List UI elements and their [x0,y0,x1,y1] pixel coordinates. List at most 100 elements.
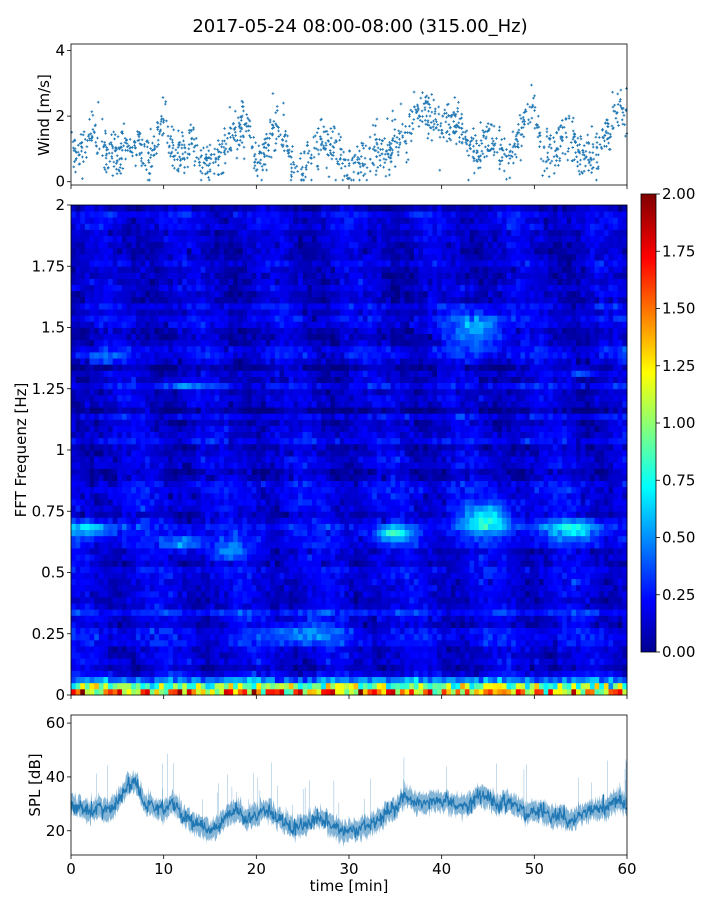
spectrogram-cell [381,652,387,659]
spectrogram-cell [126,541,132,549]
spectrogram-cell [126,548,132,555]
wind-point [98,147,101,151]
spectrogram-cell [474,688,480,696]
spectrogram-cell [548,529,554,537]
spectrogram-cell [534,646,540,653]
spectrogram-cell [223,676,229,684]
spectrogram-cell [441,578,447,586]
wind-point [539,157,543,161]
spectrogram-cell [168,511,174,518]
wind-point [329,136,333,140]
spectrogram-cell [117,646,123,653]
spectrogram-cell [353,609,359,616]
spectrogram-cell [223,603,229,610]
spectrogram-cell [71,584,77,592]
spectrogram-cell [344,639,350,647]
spectrogram-cell [284,658,290,665]
spectrogram-cell [381,548,387,555]
spectrogram-cell [534,615,540,622]
spectrogram-cell [423,609,429,616]
spectrogram-cell [237,639,243,647]
spectrogram-cell [159,688,165,696]
spectrogram-cell [450,517,456,524]
spectrogram-cell [140,652,146,659]
spectrogram-cell [515,627,521,635]
spectrogram-cell [117,682,123,690]
spectrogram-cell [325,590,331,598]
spectrogram-cell [409,523,415,531]
spectrogram-cell [288,517,294,524]
wind-point [159,120,163,123]
wind-point [429,121,433,124]
spectrogram-cell [210,633,216,641]
spectrogram-cell [242,517,248,524]
spectrogram-cell [117,597,123,604]
wind-point [260,165,264,168]
spectrogram-cell [154,646,160,653]
spectrogram-cell [256,609,262,616]
spectrogram-cell [228,548,234,555]
spectrogram-cell [399,658,405,665]
spectrogram-cell [511,682,517,690]
wind-point [487,144,490,148]
spectrogram-cell [108,578,114,586]
spectrogram-cell [404,529,410,537]
wind-point [550,146,553,150]
spectrogram-cell [548,664,554,671]
spectrogram-cell [464,566,470,573]
spectrogram-cell [242,627,248,635]
spectrogram-cell [135,548,141,555]
spectrogram-cell [284,511,290,518]
spectrogram-cell [247,523,253,531]
spectrogram-cell [121,627,127,635]
wind-point [183,150,187,154]
spectrogram-cell [548,652,554,659]
spectrogram-cell [71,652,77,659]
spectrogram-cell [386,535,392,543]
spectrogram-cell [274,517,280,524]
spectrogram-cell [108,541,114,549]
spectrogram-cell [446,529,452,537]
spectrogram-cell [446,597,452,604]
spectrogram-cell [112,621,118,629]
wind-point [204,153,208,156]
wind-point [284,139,288,143]
spectrogram-cell [219,584,225,592]
spectrogram-cell [228,535,234,543]
wind-point [342,150,345,154]
spectrogram-cell [427,682,433,690]
spectrogram-cell [589,621,595,629]
spectrogram-cell [121,658,127,665]
spectrogram-cell [599,639,605,647]
spectrogram-cell [117,560,123,567]
spectrogram-cell [381,615,387,622]
spectrogram-cell [196,560,202,567]
spectrogram-cell [525,639,531,647]
spectrogram-cell [168,566,174,573]
spectrogram-cell [284,670,290,678]
spectrogram-cell [228,670,234,678]
spectrogram-cell [460,633,466,641]
spectrogram-cell [274,590,280,598]
spectrogram-cell [233,566,239,573]
spectrogram-cell [214,676,220,684]
spectrogram-cell [506,554,512,561]
spectrogram-cell [386,670,392,678]
spectrogram-cell [200,554,206,561]
spectrogram-cell [159,597,165,604]
spectrogram-cell [75,511,81,518]
spectrogram-cell [265,676,271,684]
spectrogram-cell [71,554,77,561]
spectrogram-cell [418,615,424,622]
wind-point [193,164,196,167]
spectrogram-cell [205,529,211,537]
spectrogram-cell [251,682,257,690]
spectrogram-cell [168,572,174,580]
wind-point [207,149,211,153]
spectrogram-cell [103,517,109,524]
spectrogram-cell [585,627,591,635]
wind-point [81,155,84,159]
spectrogram-cell [432,541,438,549]
spectrogram-cell [432,529,438,537]
wind-point [536,135,540,139]
